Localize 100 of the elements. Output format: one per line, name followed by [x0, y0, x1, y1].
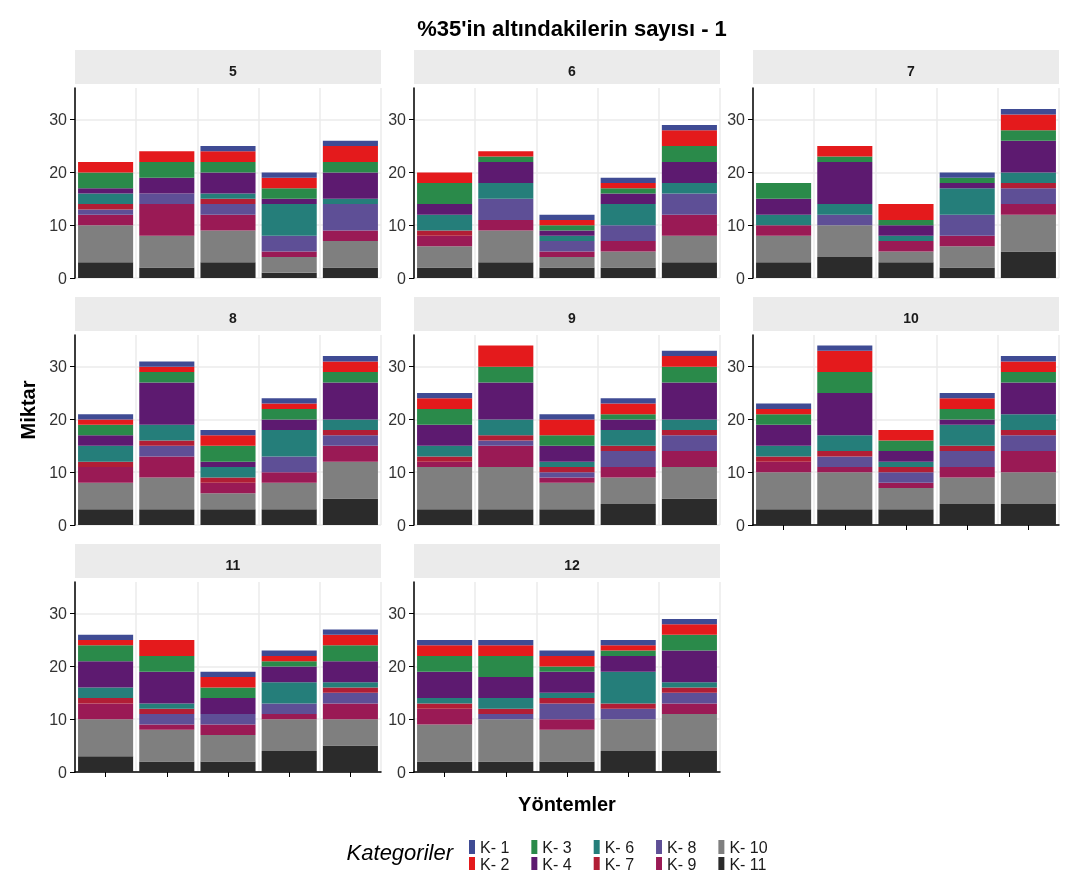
- bar: [600, 477, 656, 504]
- bar: [661, 750, 717, 772]
- bar: [539, 729, 595, 762]
- bar: [478, 445, 534, 467]
- bar: [539, 251, 595, 257]
- bar: [817, 156, 873, 162]
- bar: [139, 193, 195, 205]
- bar: [661, 356, 717, 367]
- bar: [78, 435, 134, 446]
- bar: [261, 472, 317, 483]
- bar: [756, 461, 812, 473]
- bar: [139, 371, 195, 383]
- bar: [661, 692, 717, 704]
- bar: [417, 445, 473, 457]
- y-tick-label: 20: [388, 410, 407, 428]
- y-tick-label: 10: [727, 463, 746, 481]
- bar: [322, 445, 378, 462]
- bar: [600, 430, 656, 446]
- bar: [600, 251, 656, 268]
- bar: [78, 188, 134, 194]
- bar: [78, 461, 134, 467]
- y-tick-label: 0: [58, 763, 68, 781]
- bar: [939, 424, 995, 446]
- bar: [417, 393, 473, 399]
- bar: [661, 451, 717, 467]
- bar: [661, 161, 717, 183]
- bar: [878, 251, 934, 263]
- bar: [1000, 503, 1056, 525]
- bar: [478, 183, 534, 199]
- bar: [78, 698, 134, 704]
- bar: [1000, 140, 1056, 173]
- bar: [478, 655, 534, 677]
- bar: [600, 177, 656, 183]
- bar: [878, 509, 934, 525]
- bar: [261, 398, 317, 404]
- bar: [322, 146, 378, 162]
- bar: [200, 509, 256, 525]
- bar: [261, 750, 317, 772]
- bar: [661, 687, 717, 693]
- bar: [939, 267, 995, 278]
- y-tick-label: 0: [397, 516, 407, 534]
- bar: [539, 650, 595, 656]
- bar: [200, 466, 256, 478]
- bar: [200, 482, 256, 494]
- bar: [478, 366, 534, 383]
- bar: [1000, 414, 1056, 430]
- y-tick-label: 30: [727, 358, 746, 376]
- y-tick-label: 20: [727, 163, 746, 181]
- y-tick-label: 30: [49, 358, 68, 376]
- bar: [261, 655, 317, 662]
- bar: [939, 398, 995, 409]
- bar: [417, 761, 473, 772]
- bar: [322, 719, 378, 746]
- bar: [661, 682, 717, 688]
- bar: [817, 161, 873, 205]
- bar: [661, 366, 717, 383]
- bar: [322, 230, 378, 242]
- bar: [661, 634, 717, 651]
- bar: [139, 477, 195, 510]
- bar: [817, 466, 873, 473]
- bar: [139, 456, 195, 478]
- bar: [417, 456, 473, 462]
- bar: [539, 482, 595, 510]
- bar: [200, 198, 256, 205]
- bar: [261, 256, 317, 273]
- y-tick-label: 10: [388, 216, 407, 234]
- bar: [261, 650, 317, 656]
- bar: [417, 698, 473, 704]
- bar: [322, 419, 378, 430]
- y-tick-label: 30: [727, 111, 746, 129]
- y-tick-label: 20: [49, 410, 68, 428]
- bar: [200, 445, 256, 462]
- bar: [756, 424, 812, 446]
- bar: [78, 661, 134, 688]
- bar: [878, 219, 934, 226]
- bar: [417, 235, 473, 247]
- bar: [539, 225, 595, 231]
- y-tick-label: 30: [49, 605, 68, 623]
- bar: [478, 708, 534, 714]
- bar: [261, 235, 317, 252]
- bar: [661, 262, 717, 278]
- bar: [817, 456, 873, 467]
- bar: [417, 671, 473, 699]
- bar: [78, 414, 134, 420]
- bar: [478, 645, 534, 656]
- bar: [661, 124, 717, 131]
- bar: [539, 477, 595, 483]
- bar: [322, 703, 378, 720]
- bar: [817, 256, 873, 278]
- bar: [600, 650, 656, 656]
- bar: [939, 451, 995, 467]
- bar: [661, 713, 717, 751]
- bar: [200, 262, 256, 278]
- bar: [600, 241, 656, 252]
- bar: [600, 267, 656, 278]
- y-tick-label: 0: [736, 269, 746, 287]
- bar: [78, 214, 134, 226]
- bar: [200, 204, 256, 215]
- bar: [322, 241, 378, 268]
- bar: [539, 466, 595, 473]
